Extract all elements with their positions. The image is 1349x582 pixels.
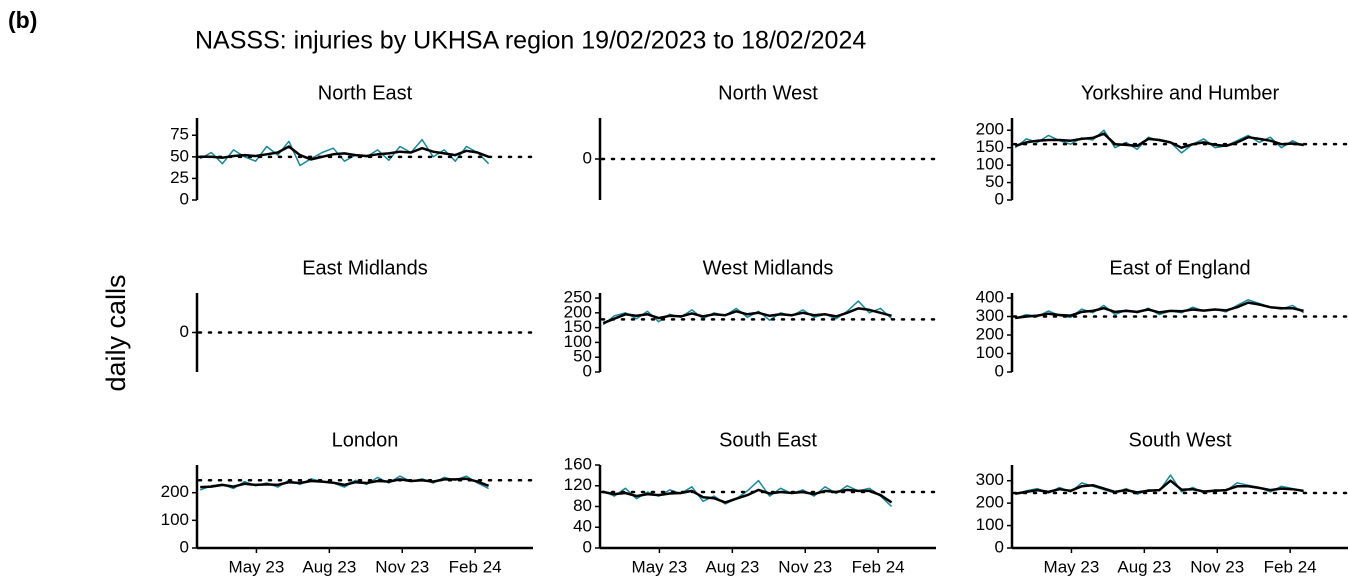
panel-title: South East <box>719 429 817 451</box>
y-tick-label: 120 <box>564 475 592 494</box>
y-tick-label: 150 <box>976 137 1004 156</box>
y-tick-label: 0 <box>995 361 1004 380</box>
y-tick-label: 300 <box>976 306 1004 325</box>
x-tick-label: Aug 23 <box>705 557 759 576</box>
smoothed-line <box>1015 301 1304 320</box>
y-tick-label: 0 <box>583 537 592 556</box>
x-tick-label: Nov 23 <box>375 557 429 576</box>
x-tick-label: May 23 <box>632 557 688 576</box>
y-tick-label: 200 <box>976 324 1004 343</box>
y-tick-label: 100 <box>976 343 1004 362</box>
y-tick-label: 100 <box>976 515 1004 534</box>
y-tick-label: 0 <box>180 322 189 341</box>
y-tick-label: 0 <box>583 148 592 167</box>
y-tick-label: 0 <box>180 189 189 208</box>
smoothed-line <box>602 307 892 325</box>
x-tick-label: Feb 24 <box>1264 557 1317 576</box>
y-tick-label: 0 <box>180 537 189 556</box>
smoothed-line <box>1014 479 1304 495</box>
daily-line <box>1014 129 1304 154</box>
smoothed-line <box>200 145 490 161</box>
y-tick-label: 0 <box>995 189 1004 208</box>
smoothed-line <box>1014 132 1304 149</box>
y-tick-label: 75 <box>170 125 189 144</box>
y-tick-label: 200 <box>976 493 1004 512</box>
y-tick-label: 300 <box>976 470 1004 489</box>
x-tick-label: Feb 24 <box>852 557 905 576</box>
panel-title: North West <box>718 82 818 104</box>
panel-title: West Midlands <box>703 257 834 279</box>
y-axis-label: daily calls <box>101 274 131 391</box>
y-tick-label: 0 <box>995 537 1004 556</box>
y-tick-label: 160 <box>564 454 592 473</box>
y-tick-label: 80 <box>573 496 592 515</box>
y-tick-label: 100 <box>161 510 189 529</box>
y-tick-label: 0 <box>583 361 592 380</box>
smoothed-line <box>200 477 490 489</box>
panel-title: Yorkshire and Humber <box>1081 82 1280 104</box>
panel-title: London <box>332 429 399 451</box>
y-tick-label: 100 <box>564 332 592 351</box>
y-tick-label: 50 <box>573 347 592 366</box>
y-tick-label: 50 <box>170 146 189 165</box>
y-tick-label: 400 <box>976 287 1004 306</box>
y-tick-label: 25 <box>170 168 189 187</box>
x-tick-label: May 23 <box>1044 557 1100 576</box>
y-tick-label: 200 <box>564 302 592 321</box>
panel-label: (b) <box>8 7 37 33</box>
panel-title: East of England <box>1109 257 1250 279</box>
chart-title: NASSS: injuries by UKHSA region 19/02/20… <box>195 27 866 55</box>
y-tick-label: 150 <box>564 317 592 336</box>
y-tick-label: 50 <box>985 172 1004 191</box>
y-tick-label: 40 <box>573 517 592 536</box>
x-tick-label: Feb 24 <box>449 557 502 576</box>
x-tick-label: May 23 <box>229 557 285 576</box>
y-tick-label: 100 <box>976 155 1004 174</box>
x-tick-label: Nov 23 <box>778 557 832 576</box>
x-tick-label: Aug 23 <box>302 557 356 576</box>
smoothed-line <box>602 488 893 504</box>
panel-title: South West <box>1128 429 1231 451</box>
panel-title: North East <box>318 82 413 104</box>
panel-title: East Midlands <box>302 257 428 279</box>
y-tick-label: 250 <box>564 288 592 307</box>
y-tick-label: 200 <box>161 482 189 501</box>
x-tick-label: Nov 23 <box>1190 557 1244 576</box>
y-tick-label: 200 <box>976 120 1004 139</box>
x-tick-label: Aug 23 <box>1117 557 1171 576</box>
